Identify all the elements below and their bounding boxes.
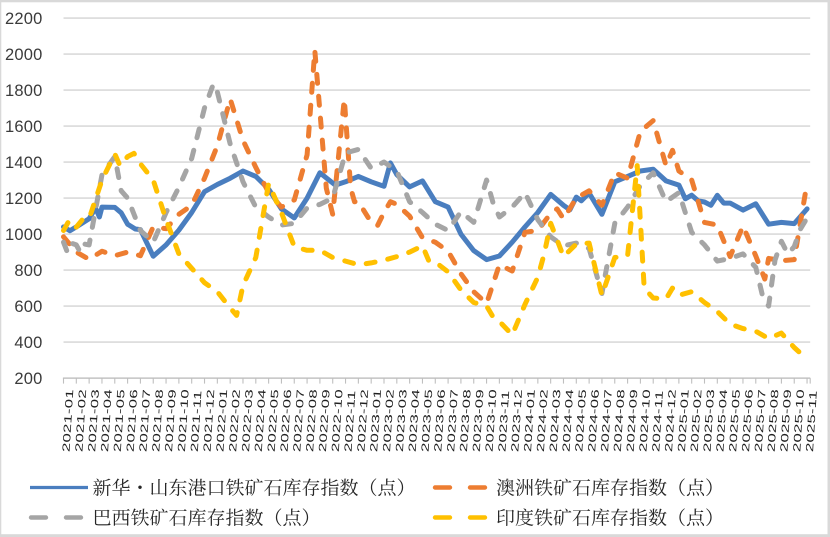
svg-text:2024-06: 2024-06 — [585, 389, 601, 453]
svg-text:2023-04: 2023-04 — [406, 389, 422, 453]
svg-text:2021-12: 2021-12 — [201, 389, 217, 453]
svg-text:2023-07: 2023-07 — [444, 389, 460, 453]
svg-text:2025-04: 2025-04 — [714, 389, 730, 453]
svg-text:2023-12: 2023-12 — [508, 389, 524, 453]
svg-text:400: 400 — [14, 334, 42, 352]
svg-text:2024-07: 2024-07 — [598, 389, 614, 453]
svg-text:2022-11: 2022-11 — [342, 390, 358, 452]
svg-text:2025-10: 2025-10 — [790, 389, 806, 453]
svg-text:2024-09: 2024-09 — [624, 389, 640, 453]
svg-text:2000: 2000 — [5, 46, 43, 64]
svg-text:2024-08: 2024-08 — [611, 389, 627, 453]
svg-text:2023-06: 2023-06 — [431, 389, 447, 453]
svg-text:2021-08: 2021-08 — [149, 389, 165, 453]
svg-text:2022-10: 2022-10 — [329, 389, 345, 453]
svg-text:2025-02: 2025-02 — [688, 389, 704, 453]
svg-text:2023-03: 2023-03 — [393, 389, 409, 453]
svg-text:2022-04: 2022-04 — [252, 389, 268, 453]
svg-text:1200: 1200 — [5, 190, 43, 208]
svg-text:2021-02: 2021-02 — [73, 389, 89, 453]
svg-text:2021-06: 2021-06 — [124, 389, 140, 453]
svg-text:2024-03: 2024-03 — [547, 389, 563, 453]
svg-text:2022-09: 2022-09 — [316, 389, 332, 453]
svg-text:2024-02: 2024-02 — [534, 389, 550, 453]
svg-text:2025-06: 2025-06 — [739, 389, 755, 453]
svg-text:2025-07: 2025-07 — [752, 389, 768, 453]
svg-text:2025-09: 2025-09 — [778, 389, 794, 453]
svg-text:2024-12: 2024-12 — [662, 389, 678, 453]
svg-text:1600: 1600 — [5, 118, 43, 136]
svg-text:2025-01: 2025-01 — [675, 389, 691, 453]
svg-text:2022-06: 2022-06 — [278, 389, 294, 453]
svg-text:1800: 1800 — [5, 82, 43, 100]
svg-text:2025-08: 2025-08 — [765, 389, 781, 453]
svg-text:2023-08: 2023-08 — [457, 389, 473, 453]
svg-text:1000: 1000 — [5, 226, 43, 244]
svg-text:2021-01: 2021-01 — [60, 389, 76, 453]
svg-text:2022-05: 2022-05 — [265, 389, 281, 453]
svg-text:2023-09: 2023-09 — [470, 389, 486, 453]
svg-text:2023-10: 2023-10 — [483, 389, 499, 453]
svg-text:2021-03: 2021-03 — [85, 389, 101, 453]
svg-text:2021-11: 2021-11 — [188, 390, 204, 452]
svg-text:2023-05: 2023-05 — [419, 389, 435, 453]
svg-text:2024-04: 2024-04 — [560, 389, 576, 453]
svg-text:1400: 1400 — [5, 154, 43, 172]
svg-text:2022-01: 2022-01 — [214, 389, 230, 453]
svg-text:2024-01: 2024-01 — [521, 389, 537, 453]
svg-text:2200: 2200 — [5, 10, 43, 28]
svg-text:2021-04: 2021-04 — [98, 389, 114, 453]
svg-text:2024-11: 2024-11 — [649, 390, 665, 452]
svg-text:2024-10: 2024-10 — [637, 389, 653, 453]
svg-text:2022-07: 2022-07 — [290, 389, 306, 453]
svg-text:2024-05: 2024-05 — [573, 389, 589, 453]
svg-text:2022-03: 2022-03 — [239, 389, 255, 453]
svg-text:2025-11: 2025-11 — [803, 390, 819, 452]
svg-text:2023-01: 2023-01 — [367, 389, 383, 453]
svg-text:2022-08: 2022-08 — [303, 389, 319, 453]
svg-text:600: 600 — [14, 298, 42, 316]
svg-text:200: 200 — [14, 370, 42, 388]
svg-text:2025-05: 2025-05 — [726, 389, 742, 453]
svg-text:2021-09: 2021-09 — [162, 389, 178, 453]
svg-text:2023-02: 2023-02 — [380, 389, 396, 453]
svg-text:2021-05: 2021-05 — [111, 389, 127, 453]
svg-text:2022-12: 2022-12 — [355, 389, 371, 453]
svg-text:2023-11: 2023-11 — [496, 390, 512, 452]
svg-text:2025-03: 2025-03 — [701, 389, 717, 453]
svg-text:2021-10: 2021-10 — [175, 389, 191, 453]
svg-text:2021-07: 2021-07 — [137, 389, 153, 453]
svg-text:2022-02: 2022-02 — [226, 389, 242, 453]
svg-text:800: 800 — [14, 262, 42, 280]
